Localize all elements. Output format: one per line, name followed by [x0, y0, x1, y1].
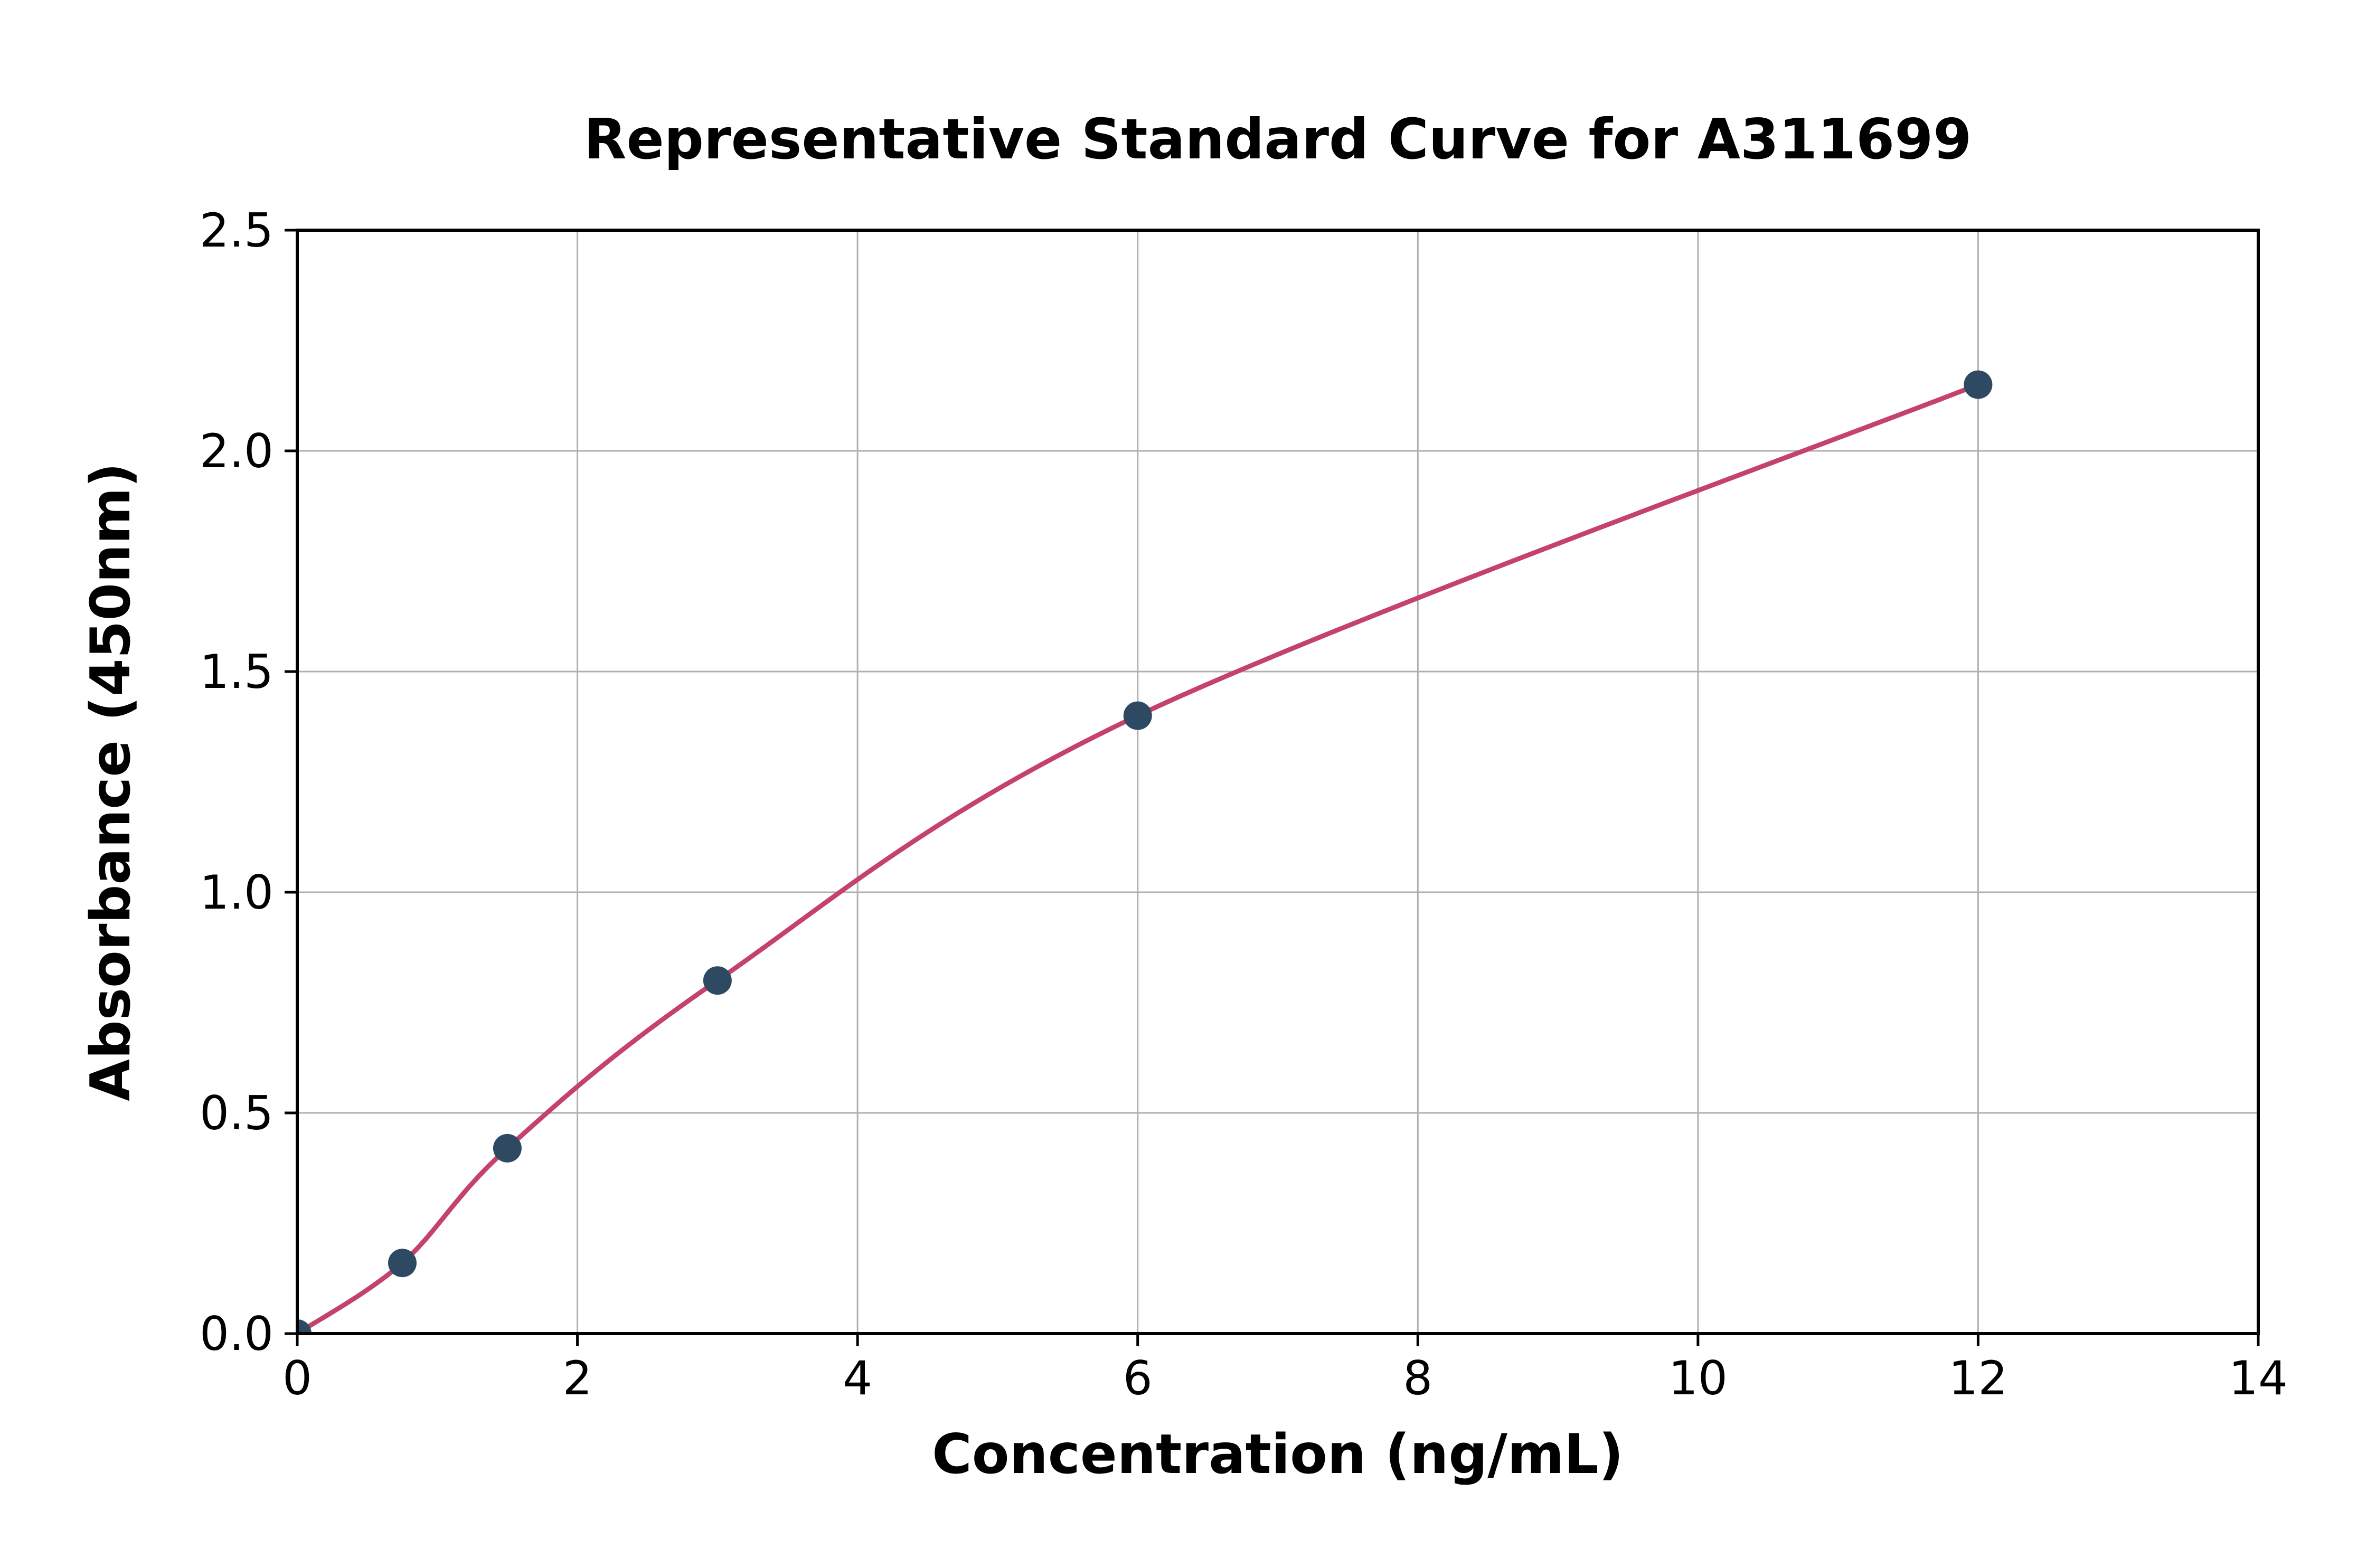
- data-point: [703, 966, 732, 995]
- x-axis-label: Concentration (ng/mL): [932, 1423, 1624, 1486]
- x-tick-label: 14: [2229, 1351, 2288, 1405]
- plot-border: [296, 229, 2260, 1335]
- data-point: [1123, 701, 1152, 730]
- y-tick-label: 0.0: [200, 1307, 274, 1361]
- data-point: [297, 1319, 312, 1334]
- y-tick-label: 0.5: [200, 1086, 274, 1140]
- data-point: [493, 1134, 522, 1163]
- chart-title: Representative Standard Curve for A31169…: [584, 107, 1972, 172]
- x-tick-label: 12: [1948, 1351, 2007, 1405]
- x-tick-label: 8: [1403, 1351, 1432, 1405]
- x-tick-label: 10: [1668, 1351, 1728, 1405]
- y-axis-label: Absorbance (450nm): [79, 462, 143, 1101]
- x-tick-label: 4: [843, 1351, 872, 1405]
- x-tick-label: 2: [563, 1351, 592, 1405]
- y-tick-label: 2.5: [200, 203, 274, 258]
- curve-layer: [297, 382, 1981, 1334]
- tick-layer: 0 2 4 6 8 10 12 14 0.0 0.5 1.0 1.5 2.0 2.5: [200, 203, 2288, 1405]
- standard-curve-line: [297, 382, 1981, 1334]
- grid-lines: [296, 229, 2259, 1335]
- y-tick-label: 1.0: [200, 865, 274, 920]
- data-point: [1964, 370, 1993, 399]
- x-tick-label: 0: [282, 1351, 312, 1405]
- data-point: [388, 1249, 417, 1278]
- point-layer: [297, 370, 1993, 1334]
- y-tick-label: 2.0: [200, 424, 274, 478]
- x-tick-label: 6: [1123, 1351, 1153, 1405]
- y-tick-label: 1.5: [200, 645, 274, 699]
